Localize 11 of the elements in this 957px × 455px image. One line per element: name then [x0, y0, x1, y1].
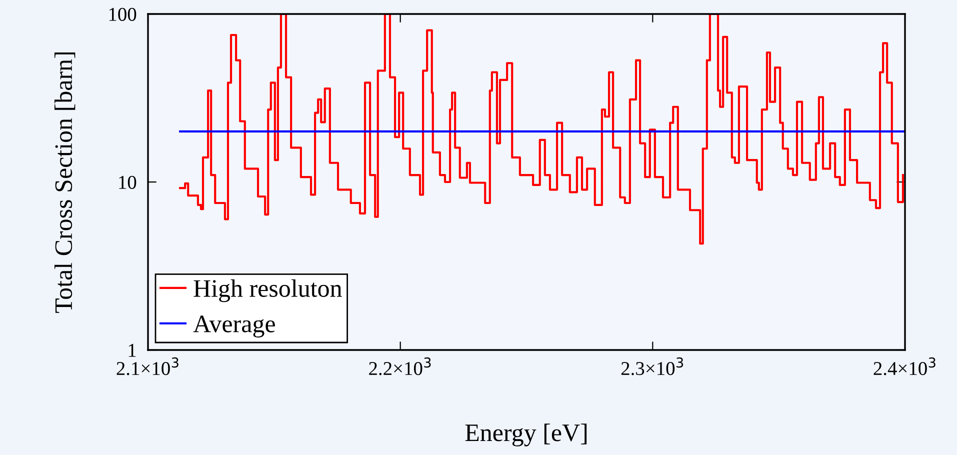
y-tick-label: 10 [119, 176, 136, 189]
legend-label: Average [193, 316, 275, 338]
legend-label: High resoluton [194, 279, 342, 302]
y-axis-title: Total Cross Section [barn] [54, 52, 76, 313]
x-tick-label: 2.1×10$^{3}$ [116, 357, 178, 376]
x-tick-label: 2.3×10$^{3}$ [621, 357, 684, 376]
y-tick-label: 100 [109, 8, 136, 21]
x-axis-title: Energy [eV] [465, 424, 587, 446]
x-tick-label: 2.2×10$^{3}$ [369, 357, 431, 376]
x-tick-label: 2.4×10$^{3}$ [874, 357, 936, 376]
y-tick-label: 1 [128, 344, 136, 357]
